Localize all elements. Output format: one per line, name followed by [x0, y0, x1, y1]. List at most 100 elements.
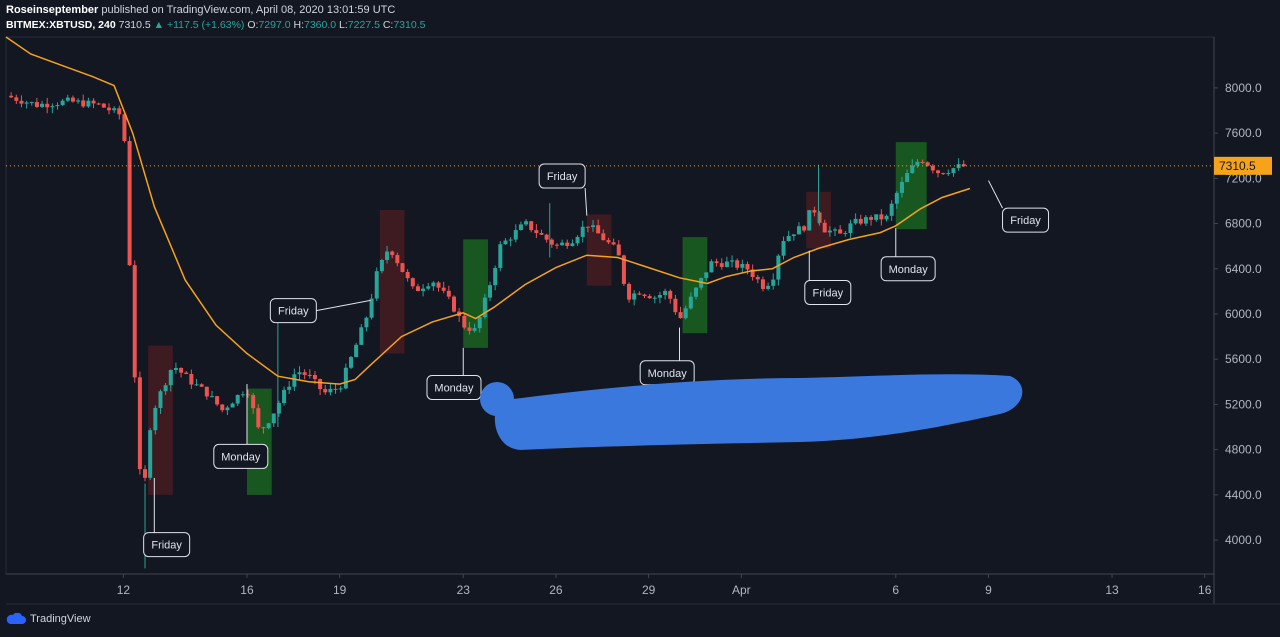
- candle-body: [812, 210, 817, 213]
- y-tick-label: 6400.0: [1225, 262, 1262, 276]
- candle-body: [271, 413, 276, 424]
- candle-body: [96, 103, 101, 105]
- candle-body: [199, 384, 204, 387]
- candle-body: [482, 297, 487, 318]
- candle-body: [730, 260, 735, 262]
- candle-body: [915, 161, 920, 166]
- candle-body: [874, 214, 879, 220]
- candle-body: [338, 388, 343, 390]
- candle-body: [446, 290, 451, 297]
- annotation-box: [538, 163, 586, 189]
- x-tick-label: 6: [892, 583, 899, 597]
- close-label: C:: [382, 19, 394, 31]
- candle-body: [663, 290, 668, 295]
- candle-body: [508, 239, 513, 241]
- candle-body: [50, 106, 55, 108]
- candle-body: [951, 168, 956, 174]
- candle-body: [503, 240, 508, 245]
- candle-body: [323, 389, 328, 393]
- candle-body: [354, 344, 359, 358]
- x-tick-label: 26: [549, 583, 563, 597]
- candle-body: [616, 244, 621, 256]
- candle-body: [76, 100, 81, 102]
- candle-body: [591, 225, 596, 228]
- candle-body: [9, 95, 14, 98]
- candle-body: [688, 296, 693, 309]
- candle-body: [740, 263, 745, 268]
- x-tick-label: 16: [1198, 583, 1212, 597]
- candle-body: [179, 368, 184, 373]
- redaction-scribble: [494, 374, 1023, 450]
- candle-body: [282, 389, 287, 404]
- candle-body: [894, 192, 899, 204]
- candle-body: [596, 225, 601, 234]
- candle-body: [379, 260, 384, 272]
- candle-body: [163, 385, 168, 392]
- candle-body: [343, 367, 348, 389]
- candle-body: [719, 263, 724, 267]
- candle-body: [529, 221, 534, 231]
- candle-body: [369, 298, 374, 318]
- candle-body: [19, 100, 24, 104]
- candle-body: [760, 279, 765, 289]
- annotation-pointer: [316, 299, 371, 312]
- candle-body: [91, 100, 96, 104]
- candle-body: [585, 226, 590, 228]
- candle-body: [364, 317, 369, 328]
- friday-zone: [379, 209, 405, 354]
- author-name[interactable]: Roseinseptember: [6, 4, 99, 16]
- candle-body: [611, 242, 616, 245]
- candle-body: [827, 230, 832, 233]
- candle-body: [184, 372, 189, 374]
- candle-body: [431, 282, 436, 287]
- candle-body: [328, 388, 333, 393]
- candle-body: [936, 170, 941, 174]
- legend-line: BITMEX:XBTUSD, 240 7310.5 ▲ +117.5 (+1.6…: [6, 19, 425, 31]
- candle-body: [225, 407, 230, 411]
- annotation-label: Monday: [889, 264, 929, 276]
- y-tick-label: 6000.0: [1225, 307, 1262, 321]
- candle-body: [549, 239, 554, 245]
- x-tick-label: 29: [642, 583, 656, 597]
- open-value: 7297.0: [258, 19, 291, 31]
- candle-body: [766, 285, 771, 289]
- friday-zone: [586, 214, 612, 286]
- candle-body: [390, 251, 395, 256]
- candle-body: [642, 294, 647, 297]
- x-tick-label: 9: [985, 583, 992, 597]
- candle-body: [534, 230, 539, 234]
- publish-line: Roseinseptember published on TradingView…: [6, 4, 395, 16]
- monday-zone: [246, 388, 272, 495]
- candle-body: [560, 242, 565, 246]
- annotation-box: [804, 279, 852, 305]
- candle-body: [24, 102, 29, 104]
- candle-body: [127, 141, 132, 266]
- y-tick-label: 6800.0: [1225, 217, 1262, 231]
- candle-body: [261, 427, 266, 429]
- candle-body: [848, 223, 853, 234]
- candle-body: [838, 229, 843, 234]
- candle-body: [256, 408, 261, 428]
- candle-body: [905, 173, 910, 182]
- candle-body: [106, 107, 111, 111]
- candle-body: [148, 430, 153, 478]
- y-tick-label: 4000.0: [1225, 533, 1262, 547]
- monday-zone: [682, 237, 708, 334]
- tradingview-footer[interactable]: TradingView: [6, 613, 91, 625]
- candle-body: [158, 391, 163, 408]
- annotation-box: [269, 298, 317, 324]
- candle-body: [714, 261, 719, 264]
- candle-body: [168, 370, 173, 386]
- candle-body: [627, 283, 632, 300]
- plot-frame: [5, 36, 1215, 575]
- x-tick-label: 19: [333, 583, 347, 597]
- candle-body: [132, 265, 137, 378]
- annotation-label: Friday: [151, 540, 182, 552]
- candle-body: [817, 212, 822, 223]
- moving-average-line: [5, 36, 971, 385]
- candle-body: [112, 108, 117, 111]
- candle-body: [637, 293, 642, 295]
- candle-body: [843, 233, 848, 235]
- candle-body: [348, 357, 353, 368]
